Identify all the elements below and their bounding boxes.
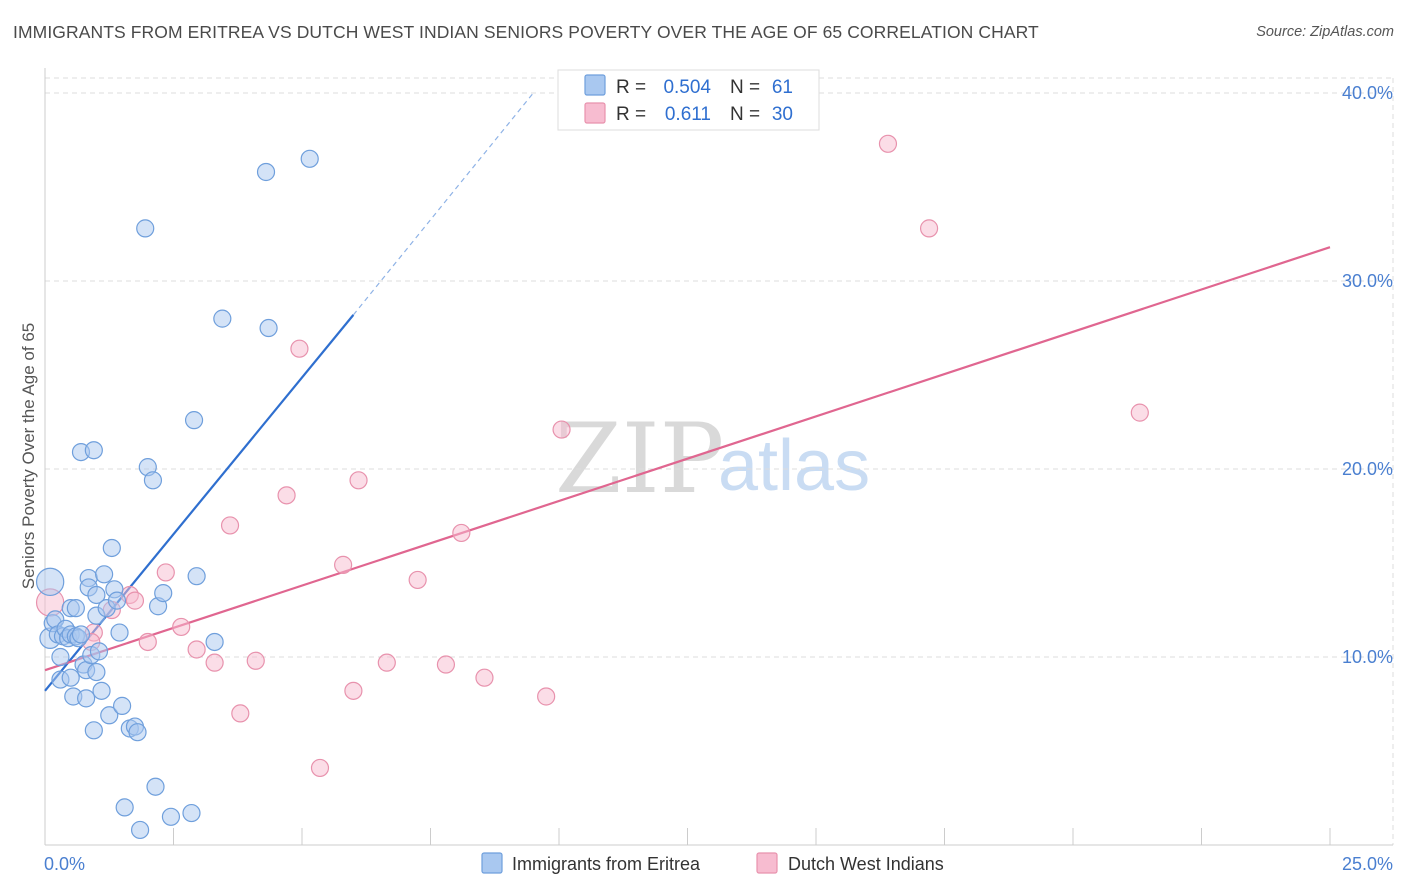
source-credit: Source: ZipAtlas.com: [1256, 24, 1394, 40]
eritrea-point: [205, 632, 224, 652]
eritrea-point: [115, 798, 134, 817]
y-tick-label: 30.0%: [1342, 271, 1393, 291]
legend-r-label-eritrea: R =: [616, 77, 646, 98]
dutch-west-indians-point: [436, 655, 456, 674]
watermark-atlas: atlas: [718, 426, 870, 506]
eritrea-point: [182, 803, 201, 823]
grid: [45, 77, 1395, 845]
eritrea-point: [161, 807, 181, 826]
eritrea-point: [89, 642, 109, 661]
dutch-west-indians-point: [125, 591, 145, 610]
eritrea-point: [87, 662, 106, 682]
y-axis-label: Seniors Poverty Over the Age of 65: [19, 323, 38, 589]
legend-n-value-eritrea: 61: [772, 77, 793, 98]
x-tick-label: 0.0%: [44, 854, 85, 874]
dutch-west-indians-point: [310, 758, 330, 778]
axes: [44, 68, 1393, 846]
dutch-west-indians-point: [349, 471, 368, 490]
legend-n-label-eritrea: N =: [730, 77, 760, 98]
dutch-west-indians-point: [231, 704, 250, 723]
eritrea-point: [143, 471, 163, 490]
bottom-legend-swatch-dutch-west-indians: [756, 852, 778, 874]
dutch-west-indians-trendline: [44, 246, 1331, 672]
dutch-west-indians-point: [220, 516, 240, 535]
dutch-west-indians-point: [344, 681, 363, 700]
eritrea-point: [61, 668, 80, 687]
eritrea-point: [136, 219, 155, 238]
dutch-west-indians-point: [205, 653, 224, 672]
dutch-west-indians-point: [408, 570, 427, 590]
dutch-west-indians-point: [919, 219, 939, 238]
eritrea-point: [107, 591, 127, 610]
dutch-west-indians-point: [452, 523, 471, 543]
eritrea-point: [77, 689, 96, 708]
eritrea-points: [35, 149, 319, 840]
x-tick-labels: 0.0% 25.0%: [44, 854, 1393, 874]
eritrea-point: [154, 583, 173, 603]
eritrea-point: [87, 585, 106, 605]
dutch-west-indians-point: [172, 617, 191, 637]
dutch-west-indians-point: [334, 555, 353, 574]
legend-n-label-dutch-west-indians: N =: [730, 104, 760, 125]
eritrea-point: [71, 625, 91, 644]
top-legend: R = 0.504 N = 61 R = 0.611 N = 30: [557, 69, 820, 131]
y-tick-label: 20.0%: [1342, 459, 1393, 479]
bottom-legend-label-eritrea: Immigrants from Eritrea: [512, 854, 701, 874]
eritrea-point: [66, 599, 85, 618]
eritrea-point: [112, 696, 132, 715]
eritrea-point: [184, 411, 204, 430]
dutch-west-indians-points: [35, 134, 1149, 778]
watermark-zip: ZIP: [555, 403, 724, 515]
eritrea-point: [300, 149, 319, 168]
y-tick-label: 40.0%: [1342, 83, 1393, 103]
dutch-west-indians-point: [187, 640, 206, 659]
eritrea-point: [84, 721, 103, 740]
dutch-west-indians-point: [156, 563, 175, 582]
eritrea-trendline-extension: [352, 92, 534, 316]
eritrea-point: [130, 820, 150, 840]
x-tick-label: 25.0%: [1342, 854, 1393, 874]
trendlines: [44, 92, 1331, 692]
eritrea-point: [95, 565, 114, 584]
bottom-legend: Immigrants from Eritrea Dutch West India…: [481, 852, 944, 874]
eritrea-point: [92, 681, 111, 700]
eritrea-point: [128, 723, 147, 742]
watermark: ZIP atlas: [555, 403, 870, 515]
bottom-legend-label-dutch-west-indians: Dutch West Indians: [788, 854, 944, 874]
legend-n-value-dutch-west-indians: 30: [772, 104, 793, 125]
y-tick-labels: 10.0% 20.0% 30.0% 40.0%: [1342, 83, 1393, 667]
eritrea-point: [102, 538, 121, 558]
dutch-west-indians-point: [277, 486, 296, 505]
y-tick-label: 10.0%: [1342, 647, 1393, 667]
dutch-west-indians-point: [1130, 403, 1149, 422]
dutch-west-indians-point: [552, 420, 571, 439]
eritrea-point: [35, 567, 65, 597]
eritrea-point: [187, 567, 206, 586]
eritrea-point: [84, 441, 103, 460]
dutch-west-indians-point: [246, 651, 265, 670]
legend-r-label-dutch-west-indians: R =: [616, 104, 646, 125]
eritrea-point: [213, 309, 232, 328]
dutch-west-indians-point: [537, 687, 556, 706]
legend-swatch-eritrea: [584, 74, 606, 96]
legend-r-value-eritrea: 0.504: [663, 77, 711, 98]
dutch-west-indians-point: [138, 632, 157, 652]
dutch-west-indians-point: [878, 134, 898, 153]
dutch-west-indians-point: [377, 653, 396, 672]
eritrea-point: [100, 706, 119, 725]
eritrea-point: [256, 162, 276, 182]
eritrea-point: [110, 623, 129, 642]
eritrea-point: [259, 318, 278, 338]
legend-r-value-dutch-west-indians: 0.611: [665, 104, 711, 125]
bottom-legend-swatch-eritrea: [481, 852, 503, 874]
chart-title: IMMIGRANTS FROM ERITREA VS DUTCH WEST IN…: [13, 22, 1039, 42]
legend-swatch-dutch-west-indians: [584, 102, 606, 124]
eritrea-point: [51, 647, 70, 667]
dutch-west-indians-point: [475, 668, 494, 687]
eritrea-point: [146, 777, 165, 796]
dutch-west-indians-point: [290, 339, 309, 358]
